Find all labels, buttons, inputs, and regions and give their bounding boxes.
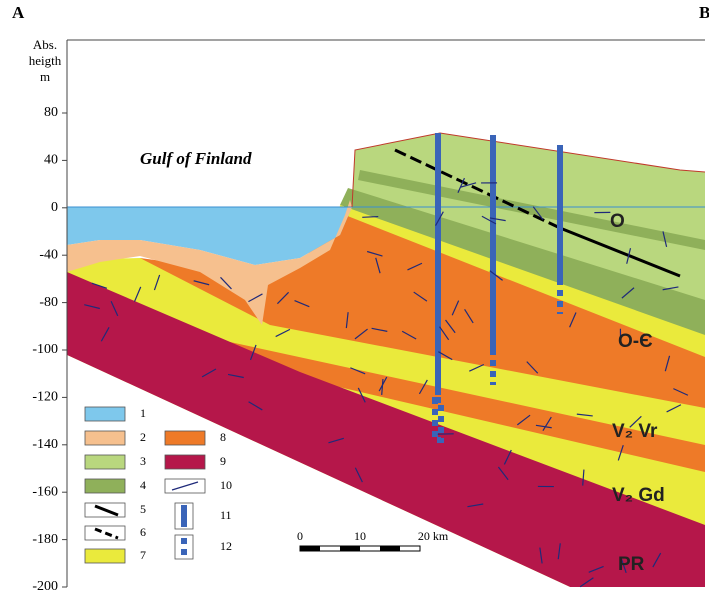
scale-label: 10 (354, 529, 366, 543)
legend-number: 7 (140, 548, 146, 562)
legend-number: 4 (140, 478, 146, 492)
axis-title: Abs. (33, 37, 57, 52)
scale-label: 20 km (418, 529, 449, 543)
layer-label: V₂ Vr (612, 421, 658, 442)
scale-segment (300, 546, 320, 551)
legend-number: 6 (140, 525, 146, 539)
borehole (490, 135, 496, 355)
y-tick-label: -160 (32, 484, 58, 499)
y-tick-label: -180 (32, 532, 58, 547)
scale-segment (380, 546, 400, 551)
legend-number: 8 (220, 430, 226, 444)
legend-number: 11 (220, 508, 232, 522)
y-tick-label: -140 (32, 437, 58, 452)
y-tick-label: -100 (32, 342, 58, 357)
layer-label: O-Є (618, 331, 653, 352)
strata (67, 133, 705, 587)
borehole (557, 145, 563, 285)
legend-number: 12 (220, 539, 232, 553)
layer-label: V₂ Gd (612, 485, 665, 506)
borehole (435, 133, 441, 395)
legend-swatch (85, 526, 125, 540)
axis-title: heigth (29, 53, 62, 68)
scale-label: 0 (297, 529, 303, 543)
legend-swatch (165, 455, 205, 469)
arrow (362, 217, 378, 218)
sea-label: Gulf of Finland (140, 149, 252, 168)
y-tick-label: -200 (32, 579, 58, 594)
legend-number: 1 (140, 406, 146, 420)
label-a: A (12, 3, 25, 22)
y-tick-label: 0 (51, 200, 58, 215)
y-tick-label: -80 (39, 295, 58, 310)
y-tick-label: 40 (44, 153, 58, 168)
legend-number: 10 (220, 478, 232, 492)
legend-number: 3 (140, 454, 146, 468)
cross-section: 80400-40-80-100-120-140-160-180-200 A B … (0, 0, 709, 597)
scale-segment (340, 546, 360, 551)
legend-swatch (165, 431, 205, 445)
legend-swatch (85, 479, 125, 493)
y-tick-label: -120 (32, 390, 58, 405)
y-tick-label: 80 (44, 105, 58, 120)
legend-swatch (85, 431, 125, 445)
legend-swatch (85, 549, 125, 563)
y-tick-label: -40 (39, 247, 58, 262)
legend-number: 5 (140, 502, 146, 516)
legend-bar (181, 505, 187, 527)
layer-label: PR (618, 554, 645, 575)
layer-label: O (610, 211, 625, 232)
legend-swatch (85, 407, 125, 421)
label-b: B (699, 3, 709, 22)
legend-number: 9 (220, 454, 226, 468)
legend-swatch (85, 455, 125, 469)
legend-number: 2 (140, 430, 146, 444)
y-ticks: 80 40 0 -40 -80 -100 -120 -140 -160 -180 -200 (32, 105, 67, 594)
axis-title: m (40, 69, 50, 84)
